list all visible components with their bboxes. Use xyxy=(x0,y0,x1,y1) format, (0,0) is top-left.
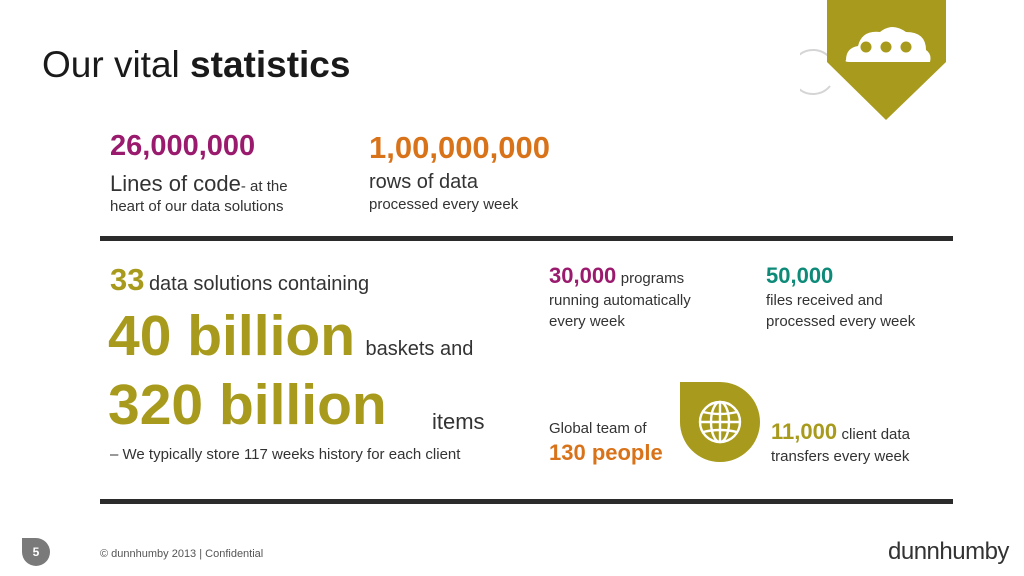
files-line3: processed every week xyxy=(766,313,916,330)
cloud-badge xyxy=(800,0,946,120)
baskets-line: 40 billion baskets and xyxy=(108,303,473,369)
programs-line: 30,000 programs xyxy=(549,263,684,289)
programs-label: programs xyxy=(620,270,685,287)
brand-logo: dunnhumby xyxy=(888,538,1009,565)
solutions-count: 33 xyxy=(110,262,145,297)
baskets-number: 40 billion xyxy=(108,304,356,368)
transfers-line2: transfers every week xyxy=(771,448,910,465)
lines-of-code-suffix: - at the xyxy=(240,178,288,195)
divider-top xyxy=(100,236,953,241)
title-bold: statistics xyxy=(190,44,351,85)
transfers-label: client data xyxy=(841,426,910,443)
globe-badge xyxy=(680,382,760,462)
page-number: 5 xyxy=(22,538,50,566)
transfers-line: 11,000 client data xyxy=(771,419,910,445)
lines-of-code-text: Lines of code xyxy=(110,171,241,196)
solutions-text: data solutions containing xyxy=(148,273,370,295)
history-note: – We typically store 117 weeks history f… xyxy=(110,446,461,463)
rows-line2: processed every week xyxy=(369,196,519,213)
globe-icon xyxy=(698,400,742,444)
lines-of-code-label: Lines of code- at the xyxy=(110,171,288,197)
rows-label: rows of data xyxy=(369,171,478,193)
title-regular: Our vital xyxy=(42,44,191,85)
files-number: 50,000 xyxy=(766,263,834,288)
rows-number: 1,00,000,000 xyxy=(369,130,551,165)
items-text: items xyxy=(432,409,485,434)
solutions-line: 33 data solutions containing xyxy=(110,262,369,298)
team-label: Global team of xyxy=(549,420,647,437)
programs-number: 30,000 xyxy=(549,263,617,288)
transfers-number: 11,000 xyxy=(771,419,838,444)
footer-copyright: © dunnhumby 2013 | Confidential xyxy=(100,548,264,560)
programs-line3: every week xyxy=(549,313,625,330)
programs-line2: running automatically xyxy=(549,292,691,309)
baskets-text: baskets and xyxy=(365,338,474,360)
items-number: 320 billion xyxy=(108,373,387,437)
cloud-icon xyxy=(845,27,931,62)
lines-of-code-number: 26,000,000 xyxy=(110,130,256,162)
files-line2: files received and xyxy=(766,292,883,309)
page-title: Our vital statistics xyxy=(42,44,350,86)
team-number: 130 people xyxy=(549,440,663,465)
lines-of-code-line2: heart of our data solutions xyxy=(110,198,284,215)
divider-bottom xyxy=(100,499,953,504)
